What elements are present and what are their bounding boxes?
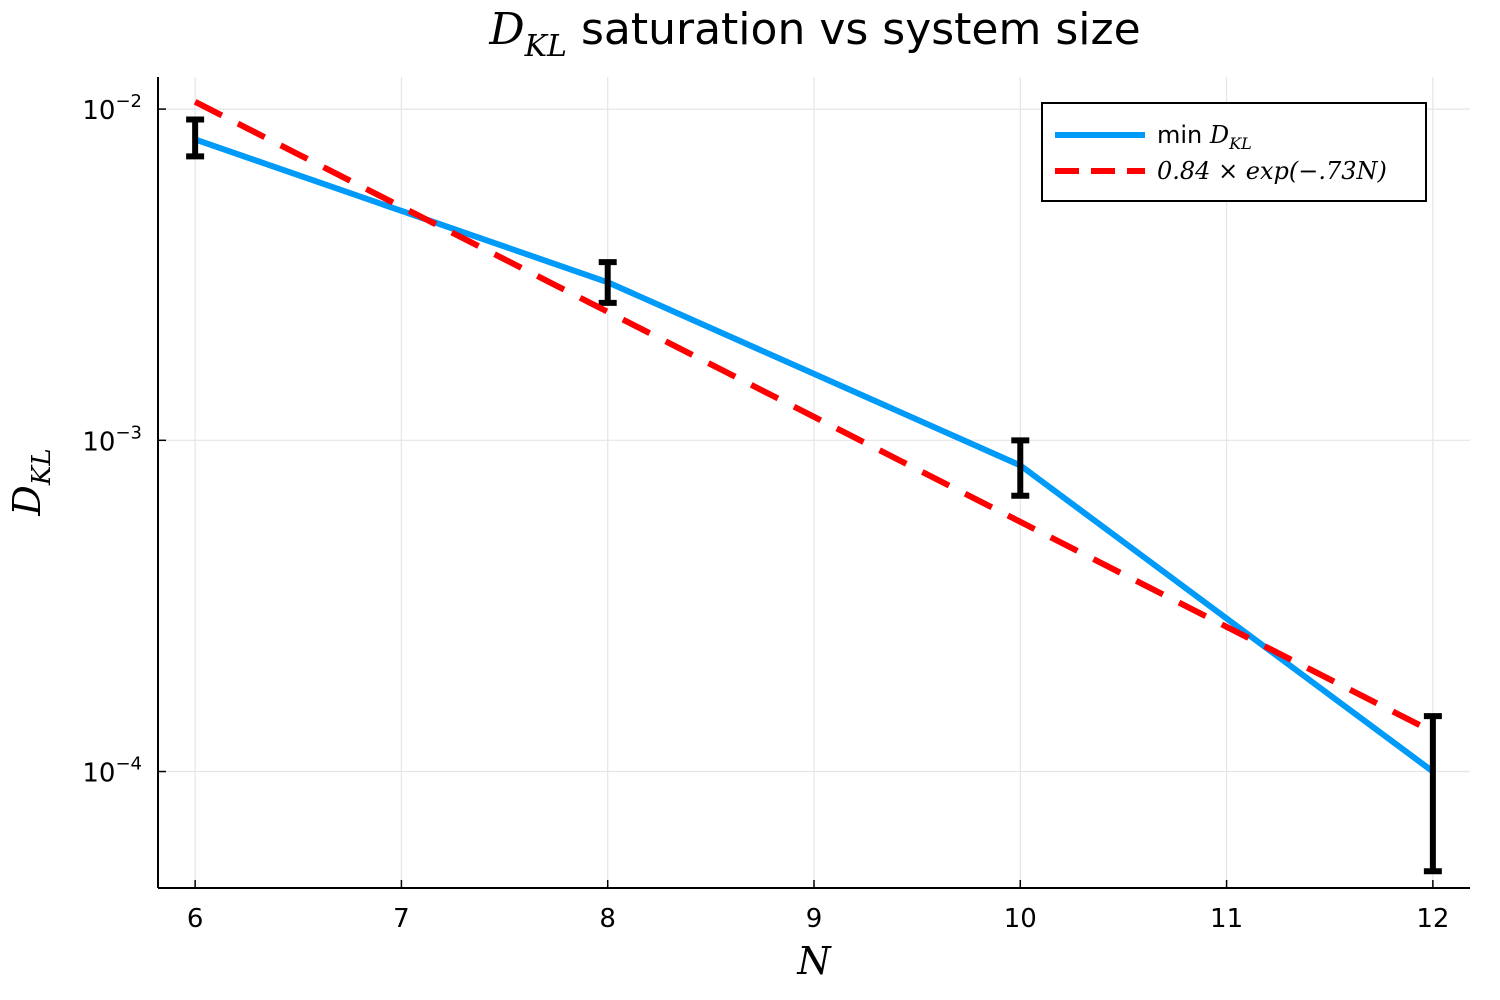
y-tick-label-0: 10−2: [82, 91, 142, 126]
y-tick-label-2: 10−4: [82, 754, 142, 789]
title-math-sub: KL: [524, 29, 567, 64]
y-tick-label-1: 10−3: [82, 422, 142, 457]
x-tick-label-11: 11: [1210, 904, 1243, 934]
series-1-line: [194, 136, 1435, 774]
x-tick-label-8: 8: [599, 904, 616, 934]
x-axis-label: N: [796, 939, 832, 983]
legend-box: [1041, 102, 1427, 202]
y-tick-labels: 10−2 10−3 10−4: [82, 91, 142, 788]
error-bar-6: [186, 116, 205, 160]
x-tick-label-6: 6: [187, 904, 204, 934]
y-axis-label-math: D: [5, 485, 49, 516]
legend-label-series-1: min DKL: [1157, 121, 1252, 153]
chart-title: DKL saturation vs system size: [488, 4, 1140, 64]
plot-area: [186, 99, 1442, 875]
series-2-line: [193, 99, 1435, 735]
y-axis-label: DKL: [5, 448, 57, 516]
y-axis-label-sub: KL: [27, 448, 57, 486]
legend: min DKL 0.84 × exp(−.73N): [1041, 102, 1427, 202]
error-bar-10: [1011, 437, 1030, 499]
title-text: saturation vs system size: [567, 4, 1141, 55]
legend-label-series-2: 0.84 × exp(−.73N): [1157, 157, 1387, 185]
x-tick-label-10: 10: [1004, 904, 1037, 934]
axes: [157, 77, 1470, 889]
title-math: D: [488, 4, 524, 55]
x-tick-label-7: 7: [393, 904, 410, 934]
error-bar-8: [598, 259, 617, 306]
x-tick-label-9: 9: [806, 904, 823, 934]
error-bar-12: [1423, 713, 1442, 875]
x-tick-label-12: 12: [1416, 904, 1449, 934]
x-tick-labels: 6 7 8 9 10 11 12: [187, 904, 1450, 934]
